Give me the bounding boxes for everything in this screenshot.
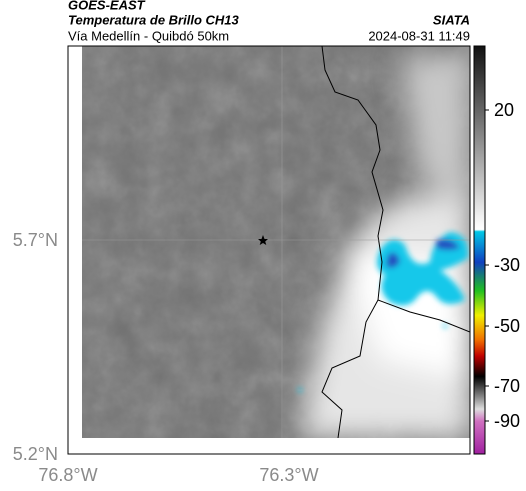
lon-label: 76.3°W xyxy=(259,465,318,485)
map-frame xyxy=(67,45,471,455)
satellite: GOES-EAST xyxy=(68,0,146,12)
colorbar xyxy=(473,45,486,455)
route: Vía Medellín - Quibdó 50km xyxy=(68,28,229,43)
timestamp: 2024-08-31 11:49 xyxy=(368,28,470,43)
satellite-image xyxy=(82,46,470,438)
colorbar-ticks xyxy=(485,109,489,422)
colorbar-label: 20 xyxy=(494,100,514,120)
lat-label: 5.2°N xyxy=(13,444,58,464)
lat-label: 5.7°N xyxy=(13,230,58,250)
source: SIATA xyxy=(433,12,470,27)
product: Temperatura de Brillo CH13 xyxy=(68,12,240,27)
lon-label: 76.8°W xyxy=(38,465,97,485)
colorbar-label: -70 xyxy=(494,376,520,396)
colorbar-label: -30 xyxy=(494,255,520,275)
colorbar-label: -50 xyxy=(494,316,520,336)
colorbar-label: -90 xyxy=(494,411,520,431)
